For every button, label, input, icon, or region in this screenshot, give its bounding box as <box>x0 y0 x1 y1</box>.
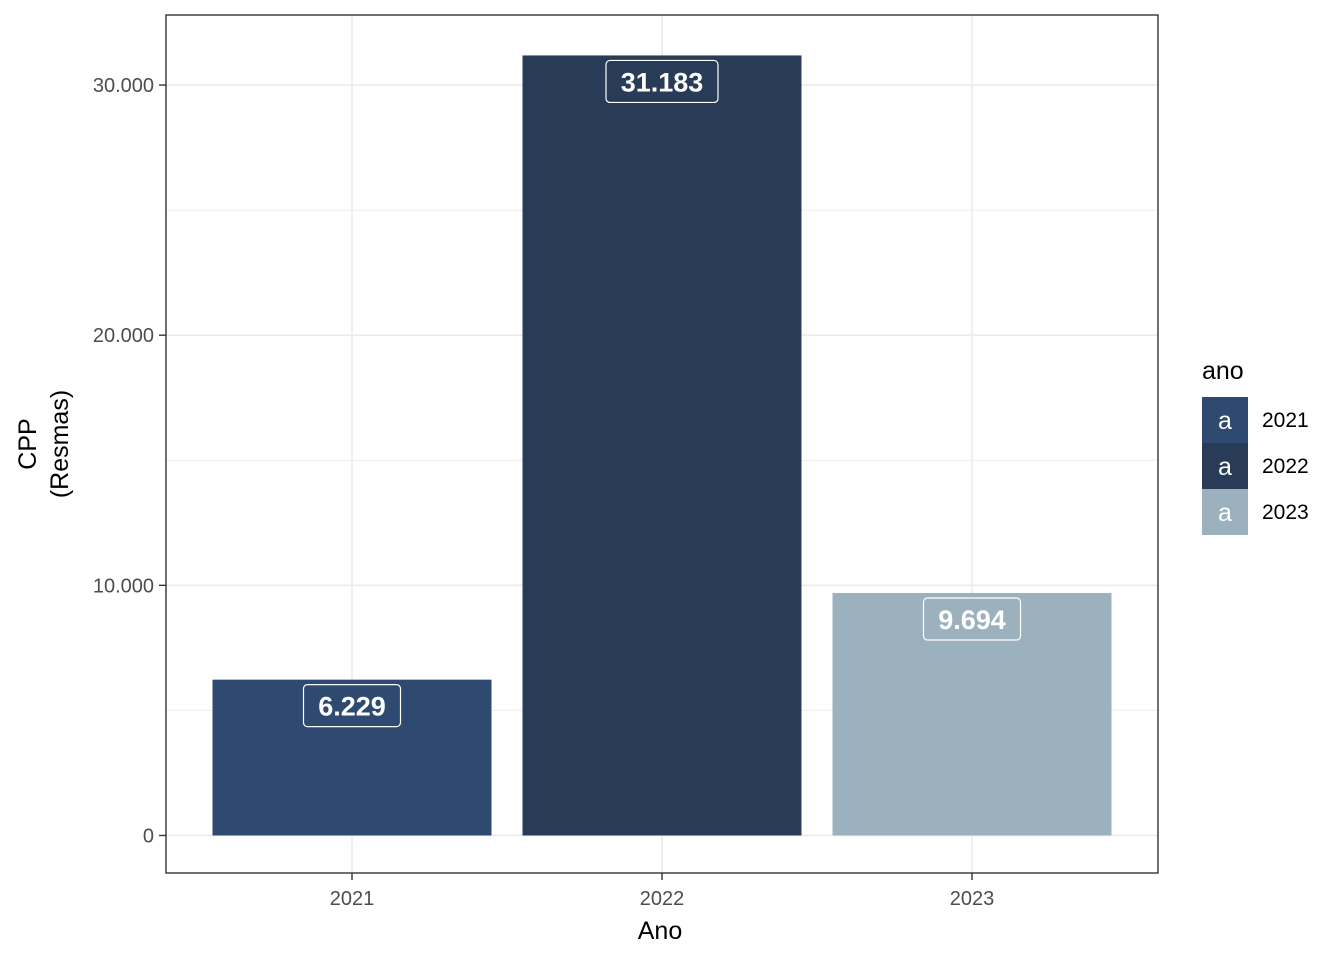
y-axis: 0 10.000 20.000 30.000 <box>93 75 166 847</box>
y-tick-label: 10.000 <box>93 575 154 597</box>
y-tick-label: 20.000 <box>93 325 154 347</box>
bar-2021 <box>212 679 492 836</box>
data-label-2021: 6.229 <box>318 692 386 722</box>
x-tick-label: 2021 <box>330 888 375 910</box>
legend-label-2021: 2021 <box>1262 409 1309 432</box>
data-labels-group: 6.229 31.183 9.694 <box>302 59 1022 728</box>
data-label-2023: 9.694 <box>938 605 1006 635</box>
y-tick-label: 30.000 <box>93 75 154 97</box>
legend-key-2022 <box>1202 443 1248 489</box>
data-label-box-2023 <box>922 597 1022 641</box>
legend-key-2023 <box>1202 489 1248 535</box>
data-label-box-2021 <box>302 684 402 728</box>
y-axis-title: CPP (Resmas) <box>14 390 74 498</box>
x-tick-label: 2023 <box>950 888 995 910</box>
bar-2022 <box>522 55 802 836</box>
y-tick-label: 0 <box>143 825 154 847</box>
x-tick-label: 2022 <box>640 888 685 910</box>
legend-key-glyph: a <box>1218 499 1232 527</box>
legend: ano a 2021 a 2022 a 2023 <box>1202 357 1309 535</box>
data-label-2022: 31.183 <box>621 67 704 97</box>
x-axis-title: Ano <box>638 917 682 945</box>
bar-2023 <box>832 592 1112 836</box>
legend-title: ano <box>1202 357 1244 385</box>
bars-group <box>212 55 1112 836</box>
y-axis-title-line-2: (Resmas) <box>46 390 74 498</box>
legend-key-glyph: a <box>1218 407 1232 435</box>
data-label-box-2022 <box>605 59 719 104</box>
x-axis: 2021 2022 2023 <box>330 873 995 910</box>
legend-key-2021 <box>1202 397 1248 443</box>
legend-key-glyph: a <box>1218 453 1232 481</box>
legend-label-2022: 2022 <box>1262 455 1309 478</box>
legend-label-2023: 2023 <box>1262 501 1309 524</box>
y-axis-title-line-1: CPP <box>14 418 42 469</box>
